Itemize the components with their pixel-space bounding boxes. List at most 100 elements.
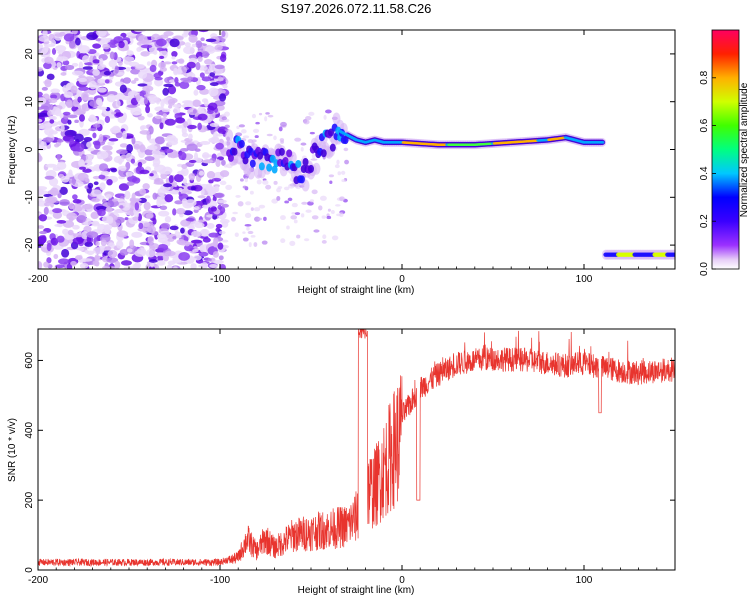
noise-blob: [38, 186, 48, 191]
noise-blob: [202, 154, 214, 158]
noise-blob: [73, 133, 84, 143]
noise-blob: [221, 239, 229, 243]
noise-blob: [125, 152, 133, 161]
noise-blob: [183, 30, 189, 36]
noise-blob: [103, 224, 113, 230]
noise-blob: [138, 222, 144, 230]
noise-blob: [253, 207, 261, 212]
noise-blob: [72, 237, 84, 245]
noise-blob: [163, 148, 174, 154]
noise-blob: [201, 229, 209, 237]
noise-blob: [67, 229, 74, 236]
noise-blob: [107, 249, 118, 258]
noise-blob: [296, 234, 301, 239]
noise-blob: [186, 61, 196, 69]
noise-blob: [46, 196, 58, 203]
noise-blob: [64, 64, 75, 71]
noise-blob: [219, 54, 227, 63]
noise-blob: [221, 116, 228, 121]
noise-blob: [72, 199, 82, 204]
noise-blob: [115, 92, 125, 102]
noise-blob: [116, 230, 129, 238]
noise-blob: [265, 184, 272, 190]
noise-blob: [99, 58, 104, 66]
snr-ylabel: SNR (10 * v/v): [7, 418, 18, 482]
noise-blob: [66, 212, 78, 221]
noise-blob: [140, 125, 147, 130]
noise-blob: [90, 221, 96, 226]
noise-blob: [97, 156, 104, 160]
noise-blob: [83, 136, 93, 142]
noise-blob: [149, 64, 157, 73]
noise-blob: [47, 110, 52, 117]
noise-blob: [114, 260, 121, 269]
noise-blob: [201, 51, 210, 59]
noise-blob: [329, 180, 333, 185]
noise-blob: [184, 242, 190, 247]
noise-blob: [155, 252, 167, 257]
colorbar: 0.0 0.2 0.4 0.6 0.8 Normalized spectral ampl…: [699, 29, 750, 276]
noise-blob: [176, 239, 186, 245]
noise-blob: [86, 231, 99, 238]
noise-blob: [38, 118, 43, 123]
noise-blob: [156, 255, 164, 262]
noise-blob: [341, 179, 346, 183]
noise-blob: [100, 239, 107, 247]
noise-blob: [78, 159, 85, 166]
noise-blob: [207, 187, 217, 196]
noise-blob: [65, 83, 73, 89]
noise-blob: [244, 177, 248, 183]
noise-blob: [169, 225, 179, 231]
noise-blob: [84, 62, 94, 66]
noise-blob: [250, 207, 254, 212]
noise-blob: [74, 119, 79, 124]
noise-blob: [103, 70, 111, 76]
spectrogram-ytick-label: 0: [24, 146, 35, 152]
noise-blob: [208, 102, 218, 111]
spectrogram-xtick-label: 0: [399, 274, 405, 285]
spectrogram-xlabel: Height of straight line (km): [298, 285, 415, 296]
noise-blob: [158, 210, 170, 217]
noise-blob: [287, 183, 295, 189]
noise-blob: [219, 93, 227, 102]
snr-series-line: [38, 329, 675, 568]
noise-blob: [44, 175, 55, 180]
noise-blob: [147, 113, 153, 118]
noise-blob: [201, 76, 212, 82]
noise-blob: [148, 259, 158, 263]
noise-blob: [250, 235, 256, 238]
noise-blob: [134, 77, 139, 82]
noise-blob: [51, 47, 57, 55]
noise-blob: [198, 30, 209, 33]
noise-blob: [95, 38, 102, 42]
noise-blob: [208, 232, 220, 238]
noise-blob: [197, 122, 202, 131]
noise-blob: [146, 225, 157, 234]
noise-blob: [318, 205, 323, 211]
noise-blob: [106, 178, 113, 186]
noise-blob: [56, 235, 65, 243]
noise-blob: [167, 85, 177, 95]
noise-blob: [278, 126, 283, 132]
noise-blob: [136, 47, 142, 52]
noise-blob: [293, 219, 298, 224]
noise-blob: [68, 169, 73, 177]
noise-blob: [126, 181, 135, 186]
noise-blob: [190, 239, 203, 244]
noise-blob: [126, 248, 133, 253]
noise-blob: [206, 223, 215, 229]
spectrogram-ytick-label: -20: [24, 237, 35, 252]
noise-blob: [130, 66, 136, 70]
noise-blob: [178, 58, 185, 64]
noise-blob: [78, 61, 84, 70]
noise-blob: [254, 216, 261, 222]
noise-blob: [122, 112, 127, 121]
noise-blob: [57, 56, 69, 62]
snr-ytick-label: 600: [24, 352, 35, 369]
ridge-cell: [278, 147, 285, 156]
noise-blob: [164, 118, 176, 126]
noise-blob: [43, 62, 52, 70]
noise-blob: [98, 174, 106, 180]
noise-blob: [67, 119, 72, 125]
